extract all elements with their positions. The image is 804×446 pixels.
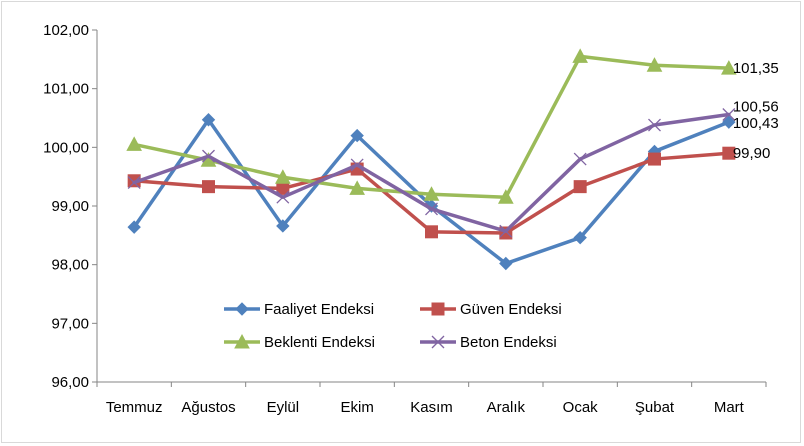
data-point bbox=[573, 180, 587, 194]
legend-label: Beklenti Endeksi bbox=[264, 334, 375, 351]
legend-item: Faaliyet Endeksi bbox=[224, 301, 374, 318]
series-layer bbox=[126, 48, 737, 271]
marker-stroke bbox=[425, 202, 438, 216]
data-point bbox=[722, 115, 736, 129]
data-point bbox=[202, 149, 215, 163]
legend-swatch-marker bbox=[235, 302, 249, 316]
y-tick-label: 96,00 bbox=[51, 374, 89, 391]
data-point bbox=[274, 169, 291, 184]
series-g-ven-endeksi bbox=[127, 146, 736, 240]
data-point bbox=[350, 128, 364, 143]
marker-stroke bbox=[276, 190, 290, 204]
x-tick-label: Ekim bbox=[340, 399, 373, 416]
axes: 96,00 97,00 98,00 99,00 100,00 101,00 102,00 Te… bbox=[43, 22, 767, 416]
legend-label: Güven Endeksi bbox=[460, 301, 562, 318]
legend-swatch-marker bbox=[234, 333, 250, 349]
y-tick-label: 98,00 bbox=[51, 257, 89, 274]
series-faaliyet-endeksi bbox=[127, 113, 736, 271]
data-point bbox=[573, 230, 587, 245]
data-point bbox=[350, 158, 364, 172]
x-tick-label: Ağustos bbox=[181, 399, 235, 416]
marker-stroke bbox=[648, 118, 661, 132]
data-point bbox=[722, 146, 736, 160]
data-point bbox=[720, 60, 737, 75]
legend-label: Beton Endeksi bbox=[460, 334, 557, 351]
marker-stroke bbox=[127, 176, 141, 189]
x-tick-label: Temmuz bbox=[106, 399, 163, 416]
legend-swatch-marker bbox=[431, 335, 445, 349]
series-beton-endeksi bbox=[127, 108, 736, 238]
data-label: 100,43 bbox=[733, 115, 779, 132]
data-point bbox=[499, 224, 513, 238]
legend-item: Beton Endeksi bbox=[420, 334, 557, 351]
marker-stroke bbox=[499, 224, 513, 238]
data-point bbox=[127, 220, 141, 234]
x-tick-label: Aralık bbox=[487, 399, 526, 416]
data-point bbox=[349, 180, 366, 195]
x-tick-label: Şubat bbox=[635, 399, 675, 416]
legend-item: Güven Endeksi bbox=[420, 301, 562, 318]
data-point bbox=[573, 152, 587, 166]
marker-stroke bbox=[350, 158, 364, 172]
marker-stroke bbox=[722, 108, 736, 121]
data-label: 99,90 bbox=[733, 145, 771, 162]
data-labels: 100,43 99,90 101,35 100,56 bbox=[733, 60, 779, 162]
x-tick-label: Eylül bbox=[267, 399, 300, 416]
y-tick-label: 101,00 bbox=[43, 81, 89, 98]
y-tick-label: 99,00 bbox=[51, 198, 89, 215]
data-point bbox=[201, 113, 216, 127]
data-point bbox=[127, 176, 141, 189]
data-point bbox=[572, 48, 589, 63]
legend-swatch-marker bbox=[431, 302, 445, 316]
legend-item: Beklenti Endeksi bbox=[224, 333, 375, 351]
marker-stroke bbox=[431, 335, 445, 349]
marker-stroke bbox=[573, 152, 587, 166]
y-tick-label: 102,00 bbox=[43, 22, 89, 39]
data-point bbox=[497, 189, 514, 204]
y-tick-label: 97,00 bbox=[51, 315, 89, 332]
series-beklenti-endeksi bbox=[126, 48, 737, 204]
data-point bbox=[425, 225, 438, 239]
data-point bbox=[648, 118, 661, 132]
data-point bbox=[648, 152, 661, 166]
series-line bbox=[132, 54, 731, 199]
data-point bbox=[202, 180, 215, 194]
x-tick-label: Ocak bbox=[563, 399, 599, 416]
data-label: 101,35 bbox=[733, 60, 779, 77]
data-label: 100,56 bbox=[733, 98, 779, 115]
data-point bbox=[425, 202, 438, 216]
data-point bbox=[722, 108, 736, 121]
x-tick-label: Mart bbox=[714, 399, 745, 416]
x-tick-label: Kasım bbox=[410, 399, 453, 416]
data-point bbox=[646, 57, 663, 72]
series-line bbox=[132, 112, 731, 233]
data-point bbox=[423, 186, 440, 201]
data-point bbox=[126, 136, 143, 151]
data-point bbox=[499, 256, 513, 271]
data-point bbox=[276, 219, 290, 233]
marker-stroke bbox=[202, 149, 215, 163]
data-point bbox=[276, 190, 290, 204]
y-tick-label: 100,00 bbox=[43, 139, 89, 156]
legend: Faaliyet Endeksi Güven Endeksi Beklenti En… bbox=[224, 301, 562, 351]
legend-label: Faaliyet Endeksi bbox=[264, 301, 374, 318]
